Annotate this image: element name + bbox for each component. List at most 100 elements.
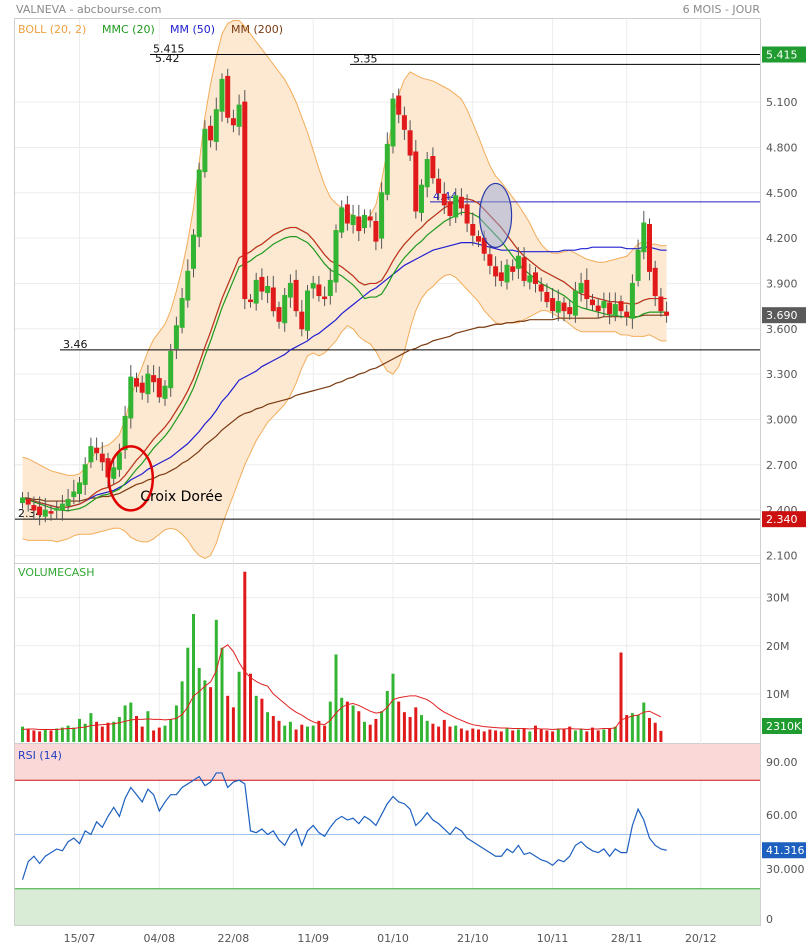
volume-bar <box>625 715 629 742</box>
candle-body <box>601 301 607 309</box>
candle-body <box>339 207 345 233</box>
rsi-line <box>21 772 667 880</box>
candle-body <box>202 128 208 173</box>
candle-body <box>487 254 493 266</box>
candle-body <box>253 279 259 304</box>
candle-body <box>213 109 219 142</box>
candle-body <box>515 255 521 269</box>
x-tick-label: 22/08 <box>218 932 250 945</box>
candle-body <box>65 499 71 507</box>
rsi-oversold-zone <box>15 888 760 925</box>
candle-body <box>424 159 430 188</box>
rsi-title: RSI (14) <box>18 749 62 762</box>
x-tick-label: 21/10 <box>457 932 489 945</box>
y-axis-labels: 2.1002.4002.7003.0003.3003.6003.9004.200… <box>762 46 806 562</box>
last-price-badge <box>762 307 806 324</box>
volume-bar <box>266 712 270 742</box>
candle-body <box>624 311 630 318</box>
candle-body <box>635 249 641 281</box>
volume-bar <box>516 729 520 742</box>
candle-body <box>384 143 390 195</box>
candle-body <box>293 279 299 312</box>
candle-body <box>128 376 134 419</box>
volume-bar <box>163 725 167 742</box>
x-tick-label: 01/10 <box>377 932 409 945</box>
volume-tick-label: 10M <box>766 688 790 701</box>
volume-bar <box>608 728 612 742</box>
level-label: 5.415 <box>153 43 185 56</box>
candle-body <box>407 130 413 156</box>
volume-bar <box>32 730 36 742</box>
candle-body <box>618 301 624 312</box>
volume-average-line <box>22 644 662 730</box>
volume-bar <box>351 705 355 742</box>
rsi-panel-frame <box>14 743 761 926</box>
candle-body <box>259 276 265 292</box>
volume-bar <box>226 695 230 742</box>
candle-body <box>629 282 635 319</box>
volume-bar <box>260 698 264 742</box>
volume-bar <box>89 713 93 742</box>
candle-body <box>344 204 350 224</box>
volume-bar <box>454 725 458 742</box>
rsi-tick-label: 90.00 <box>766 756 798 769</box>
candle-body <box>572 290 578 316</box>
candle-body <box>122 415 128 451</box>
volume-bar <box>249 673 252 742</box>
volume-last-badge <box>762 718 802 734</box>
volume-bar <box>271 716 275 742</box>
volume-bar <box>328 701 332 742</box>
bollinger-band-fill <box>22 20 667 559</box>
volume-bar <box>237 671 241 742</box>
volume-bar <box>596 730 600 742</box>
candle-body <box>447 201 453 216</box>
volume-bar <box>368 724 372 742</box>
volume-bar <box>197 667 201 742</box>
candle-body <box>270 287 276 312</box>
candle-body <box>71 491 77 498</box>
volume-bar <box>528 731 532 742</box>
mmc20-line-visible <box>22 211 667 512</box>
annotations: Croix Dorée <box>107 182 513 512</box>
candle-body <box>316 284 322 297</box>
candle-body <box>419 184 424 213</box>
legend-entry: BOLL (20, 2) <box>18 23 86 36</box>
candle-body <box>373 220 379 242</box>
volume-bar <box>135 716 138 742</box>
candle-body <box>544 292 550 303</box>
legend: BOLL (20, 2) MMC (20) MM (50) MM (200) <box>18 23 283 36</box>
volume-bar <box>465 730 469 742</box>
volume-bar <box>55 728 59 742</box>
volume-bar <box>123 705 127 742</box>
candle-body <box>550 298 556 312</box>
candle-body <box>595 305 601 312</box>
candlesticks <box>20 68 670 526</box>
candle-body <box>612 304 618 316</box>
volume-bar <box>613 726 617 742</box>
volume-bar <box>43 729 47 742</box>
volume-bar <box>152 730 156 742</box>
rsi-tick-label: 30.000 <box>766 863 805 876</box>
candle-body <box>538 284 544 292</box>
volume-bar <box>300 724 304 742</box>
candle-body <box>390 98 396 147</box>
volume-bar <box>397 701 401 742</box>
volume-bar <box>648 717 651 742</box>
candle-body <box>168 350 174 389</box>
volume-bar <box>488 729 492 742</box>
candle-body <box>54 508 60 511</box>
volume-bar <box>203 680 207 742</box>
moving-averages <box>22 198 667 512</box>
price-tick-label: 5.100 <box>766 96 798 109</box>
candle-body <box>476 236 481 242</box>
price-tick-label: 3.900 <box>766 277 798 290</box>
x-tick-label: 10/11 <box>537 932 569 945</box>
volume-bar <box>585 731 589 742</box>
candle-body <box>145 373 151 395</box>
candle-body <box>590 299 595 306</box>
candle-body <box>196 169 202 238</box>
x-tick-label: 04/08 <box>143 932 175 945</box>
candle-body <box>664 311 670 316</box>
rsi-last-badge <box>762 842 806 859</box>
